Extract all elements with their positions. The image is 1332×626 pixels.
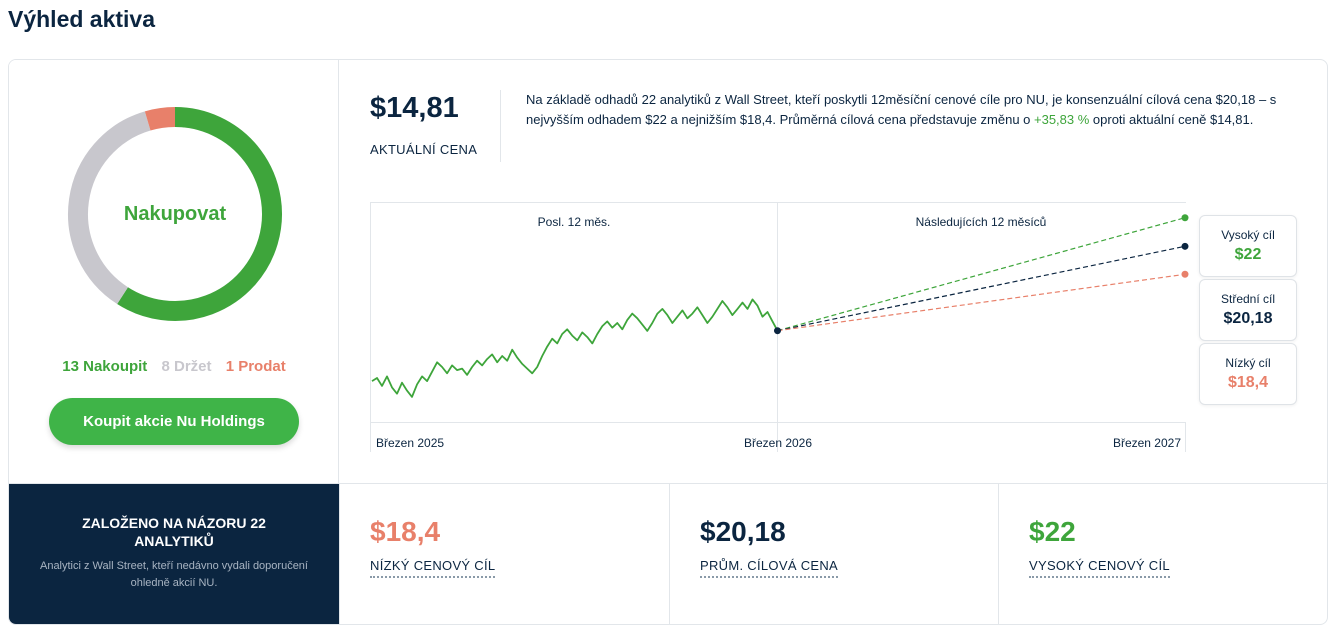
- donut-segment-sell: [144, 107, 176, 131]
- sell-count: 1 Prodat: [225, 358, 286, 375]
- x-tick-label: Březen 2027: [1113, 436, 1181, 450]
- price-history-line: [371, 298, 779, 398]
- rating-counts: 13 Nakoupit 8 Držet 1 Prodat: [9, 358, 339, 375]
- mid-target-value: $20,18: [1223, 310, 1273, 327]
- price-forecast-chart: Posl. 12 měs. Následujících 12 měsíců Bř…: [370, 202, 1189, 452]
- hold-count: 8 Držet: [161, 358, 212, 375]
- summary-row: ZALOŽENO NA NÁZORU 22 ANALYTIKŮ Analytic…: [9, 483, 1327, 624]
- donut-segment-buy: [117, 107, 282, 321]
- future-period-label: Následujících 12 měsíců: [916, 215, 1047, 229]
- page-title: Výhled aktiva: [8, 6, 156, 32]
- rating-donut-chart: [68, 107, 282, 321]
- forecast-line-high: [777, 217, 1186, 332]
- summary-text-end: oproti aktuální ceně $14,81.: [1089, 112, 1254, 127]
- avg-target-stat: $20,18 PRŮM. CÍLOVÁ CENA: [669, 484, 998, 624]
- buy-count: 13 Nakoupit: [62, 358, 148, 375]
- mid-target-box: Střední cíl $20,18: [1199, 279, 1297, 341]
- consensus-rating-label: Nakupovat: [123, 202, 227, 225]
- current-price-label: AKTUÁLNÍ CENA: [370, 142, 478, 157]
- low-target-stat-label[interactable]: NÍZKÝ CENOVÝ CÍL: [370, 558, 496, 578]
- rating-panel: Nakupovat 13 Nakoupit 8 Držet 1 Prodat K…: [9, 60, 339, 483]
- analyst-basis-title: ZALOŽENO NA NÁZORU 22 ANALYTIKŮ: [82, 515, 266, 549]
- past-area: [370, 202, 778, 423]
- low-target-box: Nízký cíl $18,4: [1199, 343, 1297, 405]
- summary-text-start: Na základě odhadů 22 analytiků z Wall St…: [526, 92, 1277, 127]
- forecast-point-high: [1181, 214, 1189, 222]
- analyst-basis-panel: ZALOŽENO NA NÁZORU 22 ANALYTIKŮ Analytic…: [9, 484, 339, 624]
- high-target-box: Vysoký cíl $22: [1199, 215, 1297, 277]
- low-target-label: Nízký cíl: [1225, 356, 1271, 370]
- avg-target-stat-value: $20,18: [700, 516, 786, 547]
- buy-stock-button[interactable]: Koupit akcie Nu Holdings: [49, 398, 299, 445]
- high-target-stat-label[interactable]: VYSOKÝ CENOVÝ CÍL: [1029, 558, 1170, 578]
- mid-target-label: Střední cíl: [1220, 292, 1276, 306]
- forecast-point-low: [1181, 270, 1189, 278]
- high-target-value: $22: [1234, 246, 1262, 263]
- low-target-stat: $18,4 NÍZKÝ CENOVÝ CÍL: [339, 484, 669, 624]
- x-tick-label: Březen 2025: [376, 436, 444, 450]
- divider: [500, 90, 501, 162]
- analyst-summary: Na základě odhadů 22 analytiků z Wall St…: [526, 90, 1286, 130]
- high-target-stat: $22 VYSOKÝ CENOVÝ CÍL: [998, 484, 1327, 624]
- analyst-basis-subtitle: Analytici z Wall Street, kteří nedávno v…: [39, 560, 308, 589]
- forecast-point-mid: [1181, 242, 1189, 250]
- forecast-line-low: [777, 273, 1186, 332]
- current-price-point: [774, 327, 781, 335]
- high-target-stat-value: $22: [1029, 516, 1076, 547]
- current-price-value: $14,81: [370, 92, 459, 124]
- x-tick-label: Březen 2026: [744, 436, 812, 450]
- summary-change: +35,83 %: [1034, 112, 1090, 127]
- low-target-value: $18,4: [1227, 374, 1269, 391]
- low-target-stat-value: $18,4: [370, 516, 441, 547]
- high-target-label: Vysoký cíl: [1221, 228, 1275, 242]
- price-target-panel: $14,81 AKTUÁLNÍ CENA Na základě odhadů 2…: [340, 60, 1327, 483]
- forecast-line-mid: [777, 245, 1186, 332]
- avg-target-stat-label[interactable]: PRŮM. CÍLOVÁ CENA: [700, 558, 839, 578]
- asset-outlook-card: Nakupovat 13 Nakoupit 8 Držet 1 Prodat K…: [8, 59, 1328, 625]
- past-period-label: Posl. 12 měs.: [538, 215, 611, 229]
- donut-segment-hold: [68, 111, 151, 305]
